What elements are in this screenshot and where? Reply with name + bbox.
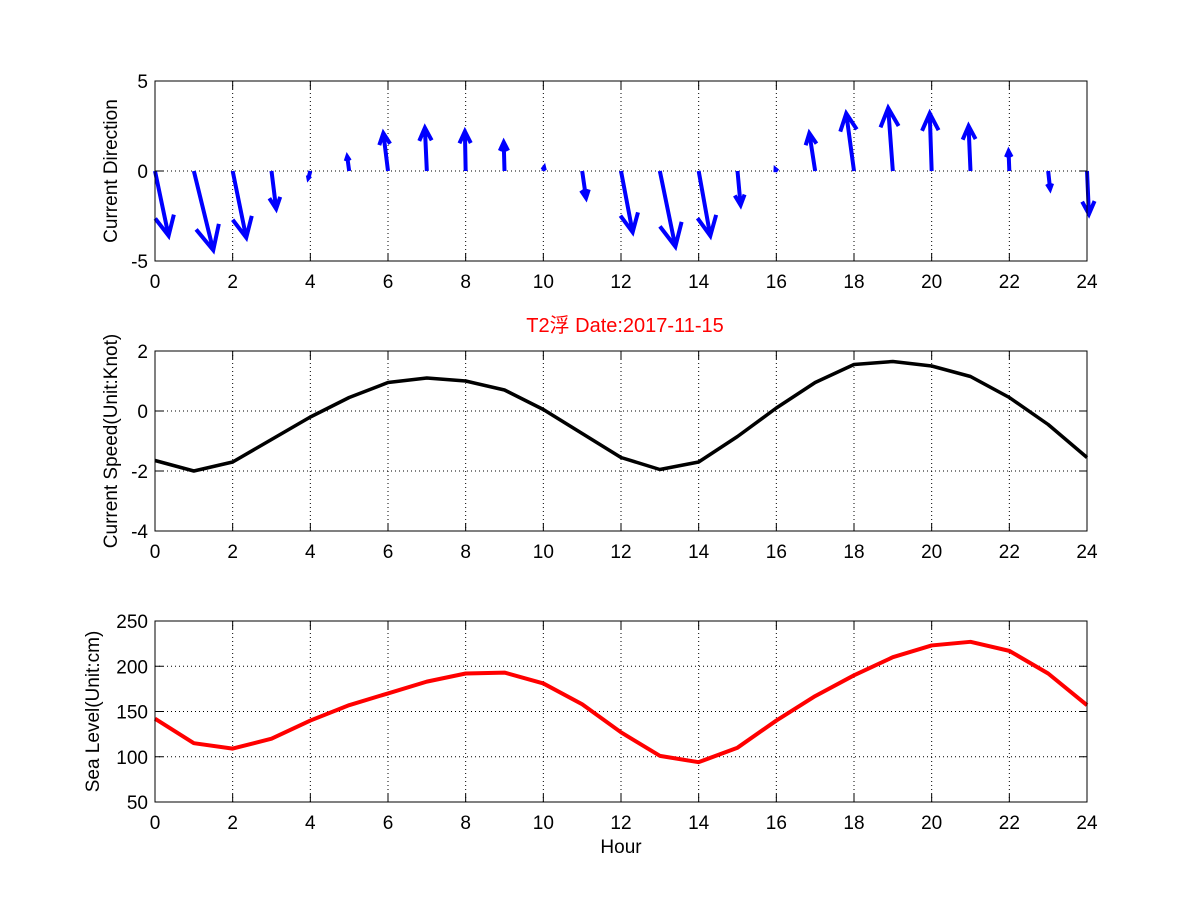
x-tick-label: 14 <box>688 542 710 563</box>
quiver-arrow <box>1045 170 1055 194</box>
y-tick-label: 100 <box>116 748 148 769</box>
x-tick-label: 18 <box>843 542 864 563</box>
y-tick-label: 2 <box>137 342 148 363</box>
x-tick-label: 20 <box>921 542 942 563</box>
x-tick-label: 10 <box>533 542 554 563</box>
quiver-arrow <box>773 164 780 173</box>
quiver-arrow <box>960 121 978 172</box>
x-tick-label: 12 <box>610 813 631 834</box>
x-tick-label: 22 <box>999 813 1020 834</box>
quiver-arrow <box>618 170 640 237</box>
x-tick-label: 22 <box>999 542 1020 563</box>
x-tick-label: 24 <box>1076 272 1098 293</box>
x-tick-label: 0 <box>150 813 161 834</box>
x-tick-label: 18 <box>843 813 864 834</box>
quiver-arrow <box>657 170 684 252</box>
quiver-arrow <box>1004 146 1014 172</box>
quiver-arrow <box>377 128 392 172</box>
y-tick-label: -2 <box>131 462 148 483</box>
y-tick-label: 200 <box>116 657 148 678</box>
x-tick-label: 20 <box>921 272 942 293</box>
quiver-arrow <box>838 108 859 172</box>
x-tick-label: 16 <box>766 542 787 563</box>
quiver-arrow <box>803 128 819 172</box>
x-tick-label: 8 <box>460 272 471 293</box>
x-tick-label: 24 <box>1076 542 1098 563</box>
x-tick-label: 24 <box>1076 813 1098 834</box>
x-tick-label: 0 <box>150 542 161 563</box>
x-tick-label: 10 <box>533 813 554 834</box>
x-tick-label: 16 <box>766 272 787 293</box>
grid-current-speed <box>155 351 1087 531</box>
x-tick-label: 4 <box>305 272 316 293</box>
panel-current-speed: 0 2 4 6 8 10 12 14 16 18 20 22 24-4-202 T2浮 Date:201… <box>101 314 1098 563</box>
x-tick-label: 6 <box>383 813 394 834</box>
quiver-arrow <box>579 170 591 203</box>
x-tick-label: 8 <box>460 813 471 834</box>
chart-title: T2浮 Date:2017-11-15 <box>526 314 724 337</box>
ticks-current-direction: 0 2 4 6 8 10 12 14 16 18 20 22 24-505 <box>131 72 1098 293</box>
y-tick-label: -5 <box>131 252 148 273</box>
x-tick-label: 14 <box>688 272 710 293</box>
x-tick-label: 14 <box>688 813 710 834</box>
series-line <box>153 639 1089 765</box>
y-tick-label: 5 <box>137 72 148 93</box>
quiver-arrow <box>343 152 352 172</box>
ticks-current-speed: 0 2 4 6 8 10 12 14 16 18 20 22 24-4-202 <box>131 342 1098 563</box>
quiver-arrow <box>878 103 901 172</box>
x-tick-label: 4 <box>305 542 316 563</box>
x-tick-label: 8 <box>460 542 471 563</box>
y-tick-label: 50 <box>127 793 148 814</box>
quiver-arrow <box>457 126 473 172</box>
quiver-arrow <box>230 170 254 243</box>
quiver-arrow <box>305 170 313 183</box>
panel-current-direction: 0 2 4 6 8 10 12 14 16 18 20 22 24-505 Current Direct… <box>101 72 1098 293</box>
x-tick-label: 0 <box>150 272 161 293</box>
x-tick-label: 16 <box>766 813 787 834</box>
quiver-arrow <box>497 137 510 172</box>
x-tick-label: 6 <box>383 272 394 293</box>
x-axis-label-hour: Hour <box>600 837 642 858</box>
x-tick-label: 20 <box>921 813 942 834</box>
x-tick-label: 4 <box>305 813 316 834</box>
y-axis-label-current-speed: Current Speed(Unit:Knot) <box>101 334 122 548</box>
x-tick-label: 2 <box>227 813 238 834</box>
x-tick-label: 22 <box>999 272 1020 293</box>
grid-sea-level <box>155 621 1087 802</box>
quiver-arrow <box>695 170 719 241</box>
series-line <box>154 359 1089 473</box>
quiver-arrow <box>920 108 941 172</box>
x-tick-label: 6 <box>383 542 394 563</box>
x-tick-label: 10 <box>533 272 554 293</box>
quiver-arrow <box>267 170 283 214</box>
quiver-arrow <box>153 170 176 241</box>
sea-level-series <box>153 639 1089 765</box>
y-axis-label-current-direction: Current Direction <box>101 99 122 243</box>
x-tick-label: 18 <box>843 272 864 293</box>
x-tick-label: 12 <box>610 272 631 293</box>
quiver-arrow <box>733 170 747 210</box>
y-tick-label: -4 <box>131 522 148 543</box>
current-speed-series <box>154 359 1089 473</box>
y-tick-label: 250 <box>116 612 148 633</box>
x-tick-label: 12 <box>610 542 631 563</box>
x-tick-label: 2 <box>227 542 238 563</box>
x-tick-label: 2 <box>227 272 238 293</box>
y-tick-label: 0 <box>137 162 148 183</box>
quiver-arrows <box>153 103 1097 255</box>
y-axis-label-sea-level: Sea Level(Unit:cm) <box>83 631 104 793</box>
quiver-arrow <box>191 170 221 255</box>
y-tick-label: 150 <box>116 703 148 724</box>
quiver-arrow <box>540 162 547 172</box>
y-tick-label: 0 <box>137 402 148 423</box>
quiver-arrow <box>417 123 434 172</box>
